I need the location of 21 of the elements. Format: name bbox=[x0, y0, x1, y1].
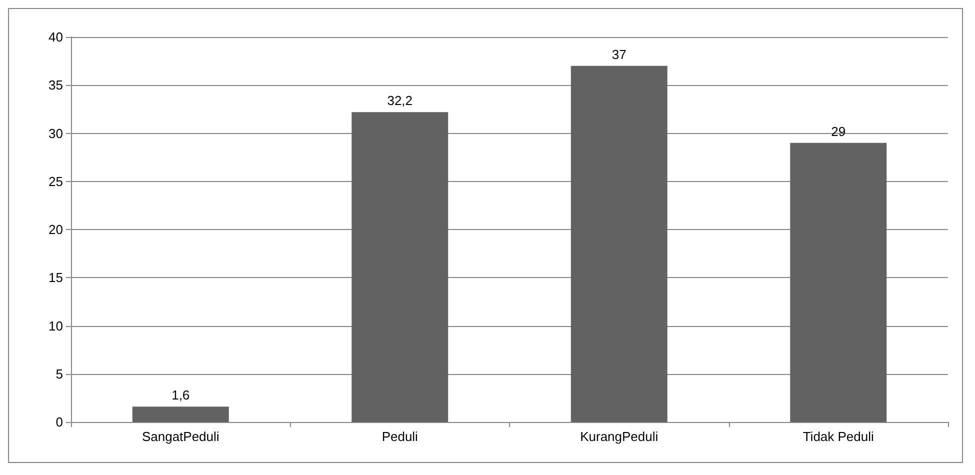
y-tick-label: 5 bbox=[56, 366, 63, 382]
y-tick-label: 40 bbox=[48, 30, 63, 44]
y-tick-label: 10 bbox=[48, 318, 63, 334]
x-tick-label: Tidak Peduli bbox=[802, 429, 874, 444]
y-tick-label: 30 bbox=[48, 126, 63, 141]
data-label: 29 bbox=[831, 124, 846, 139]
x-tick-label: SangatPeduli bbox=[142, 429, 220, 444]
y-tick-label: 25 bbox=[48, 174, 63, 189]
y-tick-label: 35 bbox=[48, 78, 63, 93]
y-tick-label: 15 bbox=[48, 270, 63, 286]
bar bbox=[132, 406, 229, 422]
bar bbox=[570, 66, 668, 422]
x-tick-label: KurangPeduli bbox=[580, 429, 658, 444]
data-label: 1,6 bbox=[172, 388, 190, 403]
data-label: 32,2 bbox=[387, 93, 413, 108]
x-tick-label: Peduli bbox=[382, 429, 418, 444]
bar bbox=[790, 142, 887, 422]
data-label: 37 bbox=[612, 46, 626, 62]
y-tick-label: 20 bbox=[48, 222, 63, 237]
bar bbox=[352, 112, 448, 422]
y-tick-label: 0 bbox=[56, 414, 63, 430]
